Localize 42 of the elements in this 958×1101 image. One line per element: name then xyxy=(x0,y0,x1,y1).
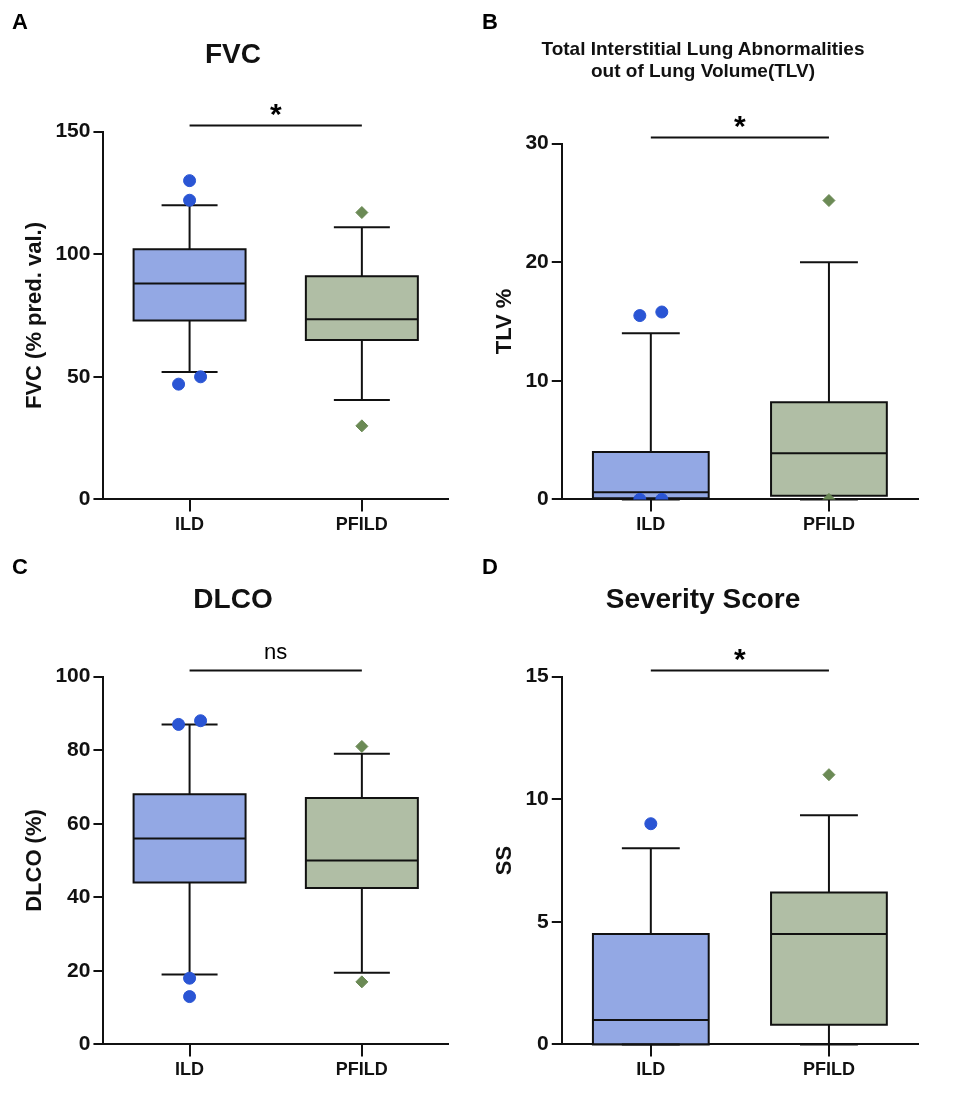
chart-title: DLCO xyxy=(193,582,273,614)
y-tick-label: 20 xyxy=(525,249,549,272)
y-tick-label: 20 xyxy=(67,957,91,981)
y-tick-label: 100 xyxy=(55,663,91,687)
x-tick-label: PFILD xyxy=(335,1059,388,1080)
x-tick-label: ILD xyxy=(175,1059,205,1080)
y-tick-label: 0 xyxy=(78,1031,91,1055)
text: ns xyxy=(264,638,288,664)
y-tick-label: 40 xyxy=(67,884,91,908)
y-axis-title: FVC (% pred. val.) xyxy=(21,221,47,410)
text: * xyxy=(269,96,282,130)
y-tick-label: 30 xyxy=(525,130,549,154)
y-tick-label: 80 xyxy=(67,736,91,760)
y-tick-label: 100 xyxy=(55,241,91,264)
chart-title: Total Interstitial Lung Abnormalities out of Lung Volume(TLV) xyxy=(541,37,865,82)
x-tick-label: ILD xyxy=(175,514,205,535)
y-tick-label: 0 xyxy=(537,486,549,510)
text: B xyxy=(482,9,498,35)
text: * xyxy=(734,108,747,142)
x-tick-label: ILD xyxy=(636,1059,666,1080)
y-axis-title: DLCO (%) xyxy=(21,809,47,912)
y-tick-label: 50 xyxy=(67,363,91,387)
x-tick-label: PFILD xyxy=(802,514,855,535)
x-tick-label: PFILD xyxy=(802,1059,855,1080)
text: A xyxy=(12,9,28,35)
y-tick-label: 10 xyxy=(525,367,549,391)
y-axis-title: TLV % xyxy=(491,288,517,355)
y-tick-label: 10 xyxy=(525,786,549,809)
chart-title: Severity Score xyxy=(605,582,801,614)
text: C xyxy=(12,554,28,580)
y-tick-label: 0 xyxy=(78,486,91,510)
y-axis-title: SS xyxy=(491,845,517,876)
y-tick-label: 60 xyxy=(67,810,91,834)
chart-title: FVC xyxy=(205,37,261,69)
text: * xyxy=(734,641,747,675)
x-tick-label: PFILD xyxy=(335,514,388,535)
x-tick-label: ILD xyxy=(636,514,666,535)
y-tick-label: 5 xyxy=(537,908,550,932)
y-tick-label: 150 xyxy=(55,118,91,142)
y-tick-label: 0 xyxy=(537,1031,549,1055)
y-tick-label: 15 xyxy=(525,663,550,687)
text: D xyxy=(482,554,498,580)
